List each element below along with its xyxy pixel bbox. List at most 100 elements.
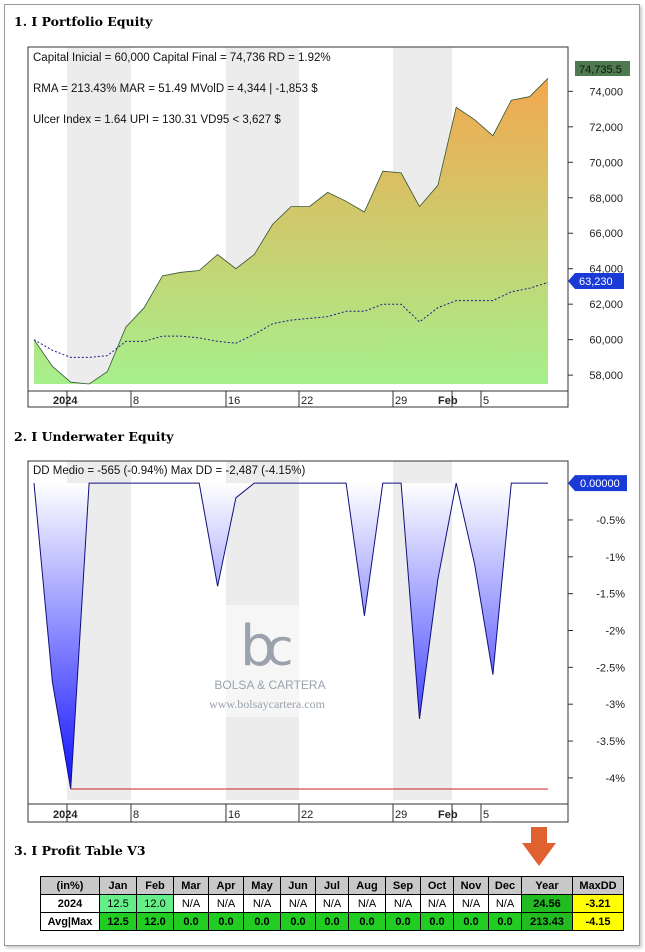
table-cell: -3.21 [572, 894, 624, 913]
equity-area [34, 78, 548, 385]
table-cell: 0.0 [208, 912, 244, 931]
header-cell: MaxDD [572, 876, 624, 895]
arrow-shape [522, 827, 556, 866]
x-tick-label: 2024 [53, 809, 78, 821]
header-cell: Dec [488, 876, 522, 895]
table-cell: 0.0 [243, 912, 281, 931]
table-cell: N/A [453, 894, 489, 913]
plot-border [27, 46, 569, 408]
y-tick-label: 64,000 [589, 264, 623, 276]
watermark-url: www.bolsaycartera.com [209, 697, 326, 711]
x-tick-label: 16 [228, 809, 240, 821]
header-cell: Jul [315, 876, 349, 895]
table-cell: N/A [315, 894, 349, 913]
equity-section-title: 1. I Portfolio Equity [14, 14, 153, 29]
profit-table: (in%) Jan Feb Mar Apr May Jun Jul Aug Sep Oct Nov De… [40, 876, 624, 931]
table-cell: 0.0 [420, 912, 454, 931]
benchmark-value-label: 63,230 [579, 276, 613, 288]
plot-border [27, 460, 569, 823]
table-cell: 213.43 [521, 912, 573, 931]
table-cell: 12.0 [136, 894, 174, 913]
header-cell: Oct [420, 876, 454, 895]
x-tick-label: 5 [483, 809, 489, 821]
y-tick-label: -1% [605, 552, 625, 564]
x-tick-label: 8 [133, 809, 139, 821]
table-cell: 24.56 [521, 894, 573, 913]
equity-chart: 58,000 60,000 62,000 64,000 66,000 68,000 70,0… [27, 46, 630, 408]
header-cell: Mar [173, 876, 209, 895]
table-cell: N/A [173, 894, 209, 913]
header-cell: Nov [453, 876, 489, 895]
table-cell: 0.0 [280, 912, 316, 931]
header-cell: May [243, 876, 281, 895]
x-tick-label: 29 [395, 809, 407, 821]
current-dd-badge [568, 475, 627, 492]
week-band [67, 47, 131, 384]
header-cell: Feb [136, 876, 174, 895]
y-tick-label: 72,000 [589, 122, 623, 134]
header-cell: Apr [208, 876, 244, 895]
y-tick-label: 62,000 [589, 299, 623, 311]
table-cell: 12.5 [99, 894, 137, 913]
x-tick-label: Feb [438, 809, 458, 821]
logo-letter-b: b [240, 614, 276, 679]
header-cell: Jun [280, 876, 316, 895]
table-cell: N/A [243, 894, 281, 913]
table-cell: N/A [280, 894, 316, 913]
last-value-label: 74,735.5 [579, 64, 622, 76]
header-cell: (in%) [40, 876, 100, 895]
table-row: 2024 12.5 12.0 N/A N/A N/A N/A N/A N/A N/A N/A N/A N… [40, 894, 624, 913]
table-cell: 0.0 [315, 912, 349, 931]
y-tick-label: 74,000 [589, 86, 623, 98]
stats-line: Ulcer Index = 1.64 UPI = 130.31 VD95 < 3… [33, 114, 281, 126]
x-tick-label: 16 [228, 395, 240, 407]
drawdown-line [33, 482, 548, 789]
y-tick-label: 66,000 [589, 228, 623, 240]
profit-section-title: 3. I Profit Table V3 [14, 843, 146, 858]
table-cell: 0.0 [453, 912, 489, 931]
table-cell: N/A [488, 894, 522, 913]
underwater-section-title: 2. I Underwater Equity [14, 429, 174, 444]
y-tick-label: -4% [605, 773, 625, 785]
table-cell: 0.0 [488, 912, 522, 931]
x-tick-label: 29 [395, 395, 407, 407]
current-dd-label: 0.00000 [580, 478, 620, 490]
table-cell: 0.0 [348, 912, 386, 931]
y-tick-label: 58,000 [589, 370, 623, 382]
y-tick-label: 60,000 [589, 335, 623, 347]
table-cell: N/A [348, 894, 386, 913]
drawdown-area [34, 483, 548, 789]
profit-table-header: (in%) Jan Feb Mar Apr May Jun Jul Aug Sep Oct Nov De… [40, 876, 624, 895]
table-row: Avg|Max 12.5 12.0 0.0 0.0 0.0 0.0 0.0 0.0 0.0 0.0 0… [40, 912, 624, 931]
table-cell: 0.0 [385, 912, 421, 931]
table-cell: 0.0 [173, 912, 209, 931]
benchmark-line [33, 281, 549, 358]
y-tick-label: -1.5% [596, 589, 625, 601]
header-cell: Sep [385, 876, 421, 895]
x-tick-label: 5 [483, 395, 489, 407]
dd-stats: DD Medio = -565 (-0.94%) Max DD = -2,487… [33, 465, 305, 477]
benchmark-badge [568, 273, 624, 289]
x-tick-label: 22 [301, 395, 313, 407]
x-tick-label: 8 [133, 395, 139, 407]
watermark-brand: BOLSA & CARTERA [214, 678, 325, 692]
y-tick-label: 70,000 [589, 157, 623, 169]
logo-letter-c: c [266, 619, 294, 677]
header-cell: Aug [348, 876, 386, 895]
stats-line: Capital Inicial = 60,000 Capital Final =… [33, 52, 331, 64]
y-tick-label: -0.5% [596, 515, 625, 527]
x-tick-label: Feb [438, 395, 458, 407]
last-value-badge [575, 61, 630, 76]
stats-line: RMA = 213.43% MAR = 51.49 MVolD = 4,344 … [33, 83, 318, 95]
y-tick-label: -3% [605, 699, 625, 711]
table-cell: 12.5 [99, 912, 137, 931]
table-cell: N/A [385, 894, 421, 913]
y-tick-label: 68,000 [589, 193, 623, 205]
header-cell: Jan [99, 876, 137, 895]
row-label: Avg|Max [40, 912, 100, 931]
watermark-bg [180, 605, 352, 717]
y-tick-label: -3.5% [596, 736, 625, 748]
row-label: 2024 [40, 894, 100, 913]
